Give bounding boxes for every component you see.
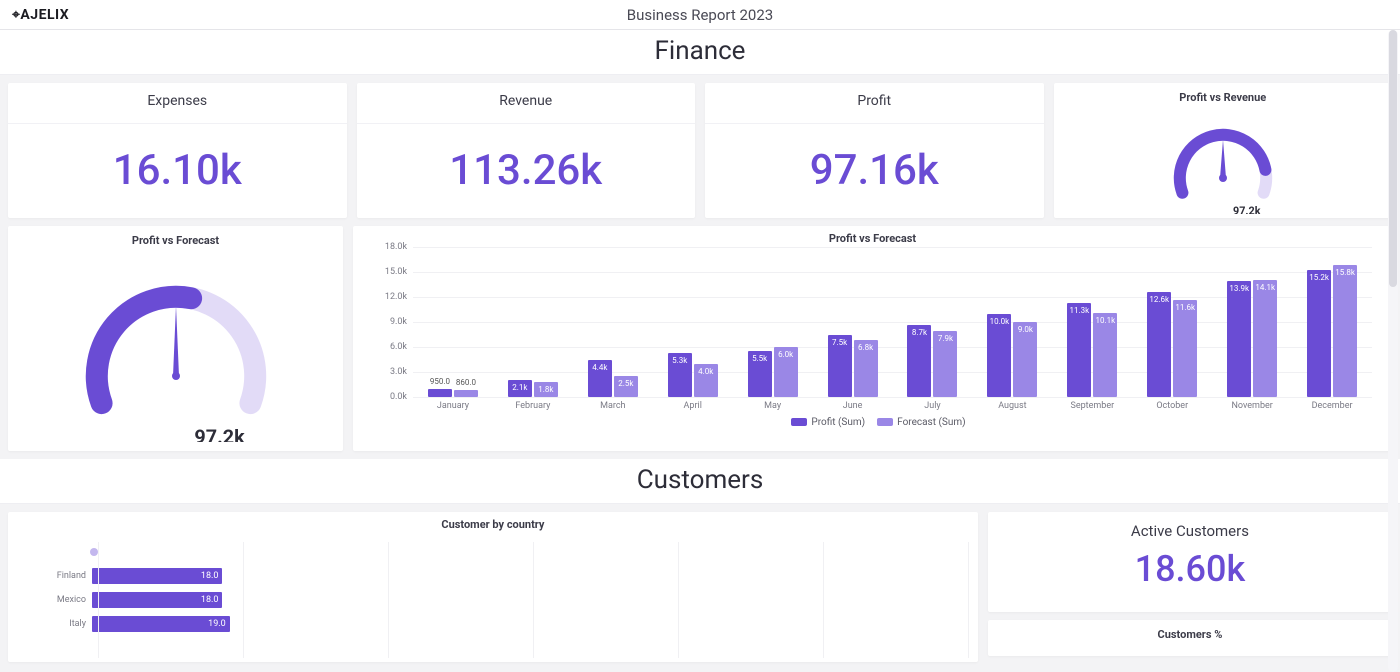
chart-title: Profit vs Forecast xyxy=(353,226,1392,247)
gauge-title: Profit vs Forecast xyxy=(8,226,343,255)
kpi-value: 16.10k xyxy=(8,124,347,195)
kpi-value: 97.16k xyxy=(705,124,1044,195)
kpi-value: 113.26k xyxy=(357,124,696,195)
kpi-active-customers: Active Customers 18.60k xyxy=(988,512,1392,612)
gauge-title: Profit vs Revenue xyxy=(1054,83,1393,112)
scrollbar-thumb[interactable] xyxy=(1389,30,1397,287)
chart-title: Customer by country xyxy=(8,512,978,533)
customers-pct-card: Customers % xyxy=(988,620,1392,656)
chart-legend: Profit (Sum)Forecast (Sum) xyxy=(353,417,1392,428)
section-title-finance: Finance xyxy=(0,30,1400,75)
gauge-svg: 97.2k xyxy=(8,255,343,442)
kpi-title: Profit xyxy=(705,83,1044,124)
top-bar: ⌖AJELIX Business Report 2023 xyxy=(0,0,1400,30)
kpi-revenue: Revenue 113.26k xyxy=(357,83,696,218)
page-scrollbar[interactable] xyxy=(1388,30,1398,672)
chart-x-axis: JanuaryFebruaryMarchAprilMayJuneJulyAugu… xyxy=(413,401,1372,411)
report-title: Business Report 2023 xyxy=(627,6,773,24)
hbar-customer-by-country: Customer by country Finland18.0Mexico18.… xyxy=(8,512,978,662)
section-title-customers: Customers xyxy=(0,459,1400,504)
kpi-title: Revenue xyxy=(357,83,696,124)
gauge-svg: 97.2k xyxy=(1054,112,1393,214)
kpi-expenses: Expenses 16.10k xyxy=(8,83,347,218)
chart-plot-area: Finland18.0Mexico18.0Italy19.0 xyxy=(98,542,968,658)
customers-right-column: Active Customers 18.60k Customers % xyxy=(988,512,1392,662)
row-charts: Profit vs Forecast 97.2k Profit vs Forec… xyxy=(0,218,1400,451)
svg-text:97.2k: 97.2k xyxy=(1233,205,1261,214)
brand-logo: ⌖AJELIX xyxy=(12,7,69,23)
customers-row: Customer by country Finland18.0Mexico18.… xyxy=(0,504,1400,662)
kpi-title: Expenses xyxy=(8,83,347,124)
chart-plot-area: 0.0k3.0k6.0k9.0k12.0k15.0k18.0k950.0860.… xyxy=(413,247,1372,397)
kpi-profit: Profit 97.16k xyxy=(705,83,1044,218)
gauge-profit-vs-revenue: Profit vs Revenue 97.2k xyxy=(1054,83,1393,218)
bar-chart-profit-forecast: Profit vs Forecast 0.0k3.0k6.0k9.0k12.0k… xyxy=(353,226,1392,451)
kpi-row: Expenses 16.10k Revenue 113.26k Profit 9… xyxy=(0,75,1400,218)
gauge-profit-vs-forecast: Profit vs Forecast 97.2k xyxy=(8,226,343,451)
kpi-title: Active Customers xyxy=(988,512,1392,548)
svg-text:97.2k: 97.2k xyxy=(194,425,245,442)
kpi-value: 18.60k xyxy=(988,548,1392,590)
card-title: Customers % xyxy=(1158,628,1223,641)
